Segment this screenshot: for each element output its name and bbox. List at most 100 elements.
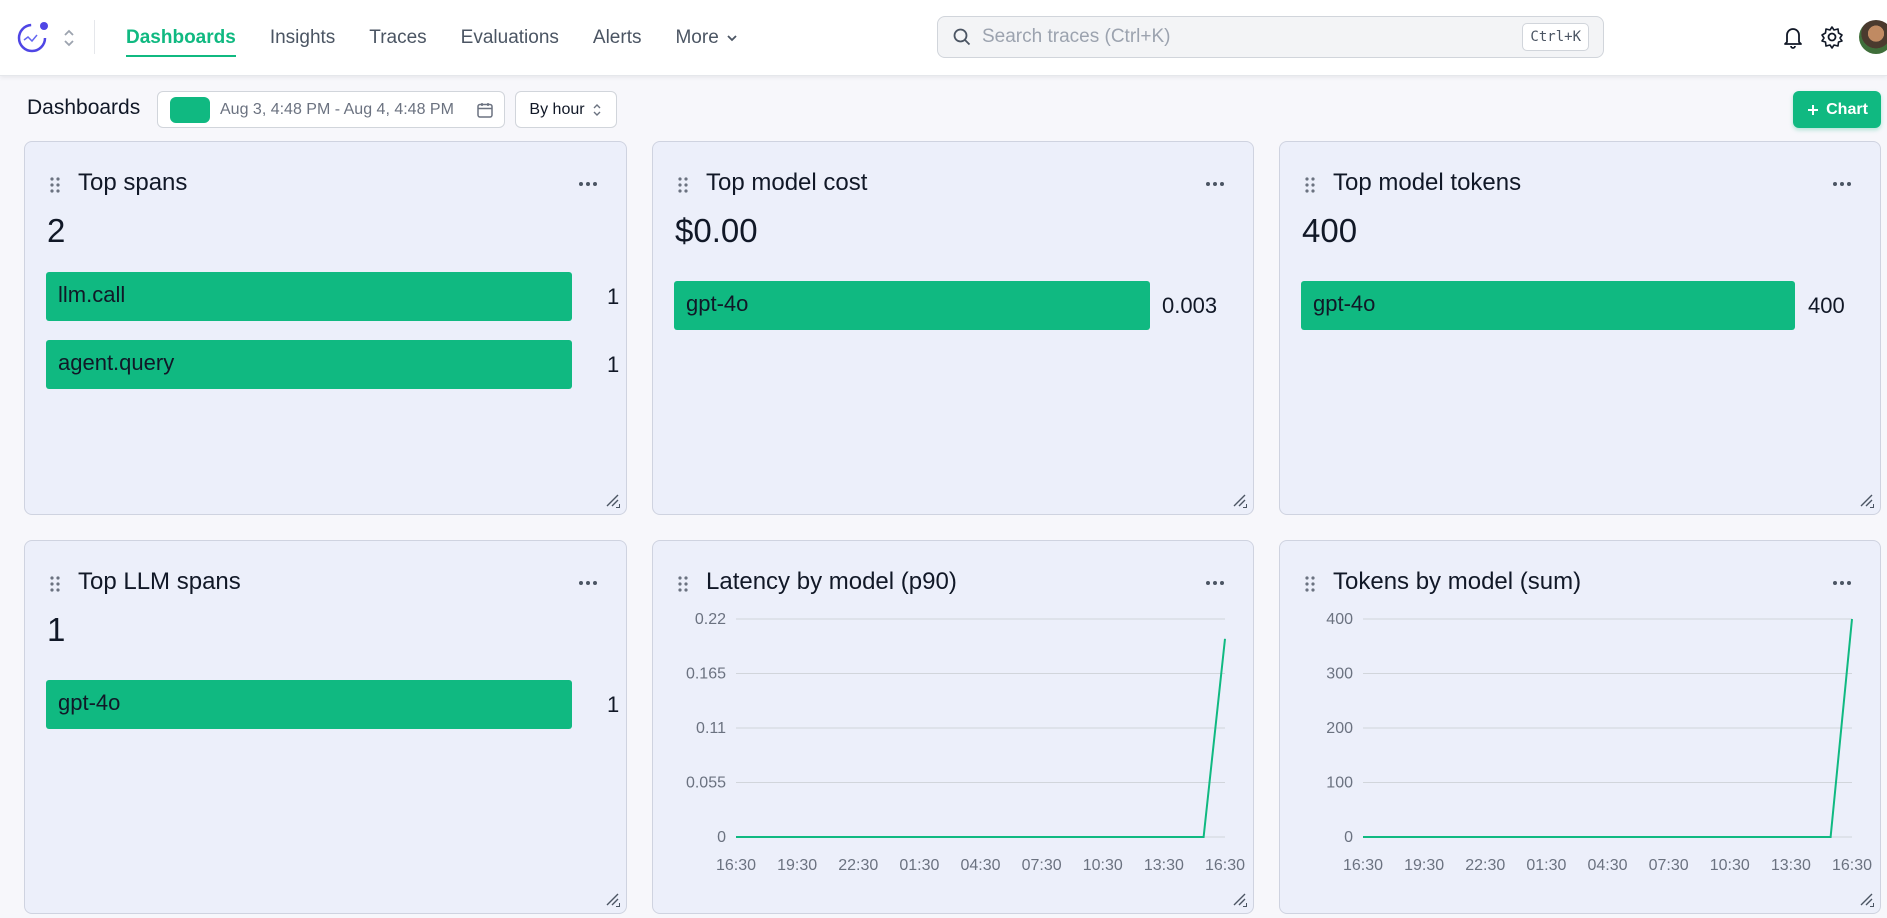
bar[interactable]: gpt-4o [674,281,1150,330]
card-top-model-tokens: Top model tokens 400 gpt-4o 400 [1279,141,1881,515]
x-tick-label: 16:30 [1832,857,1872,874]
card-top-spans: Top spans 2 llm.call 1 agent.query 1 [24,141,627,515]
bar-value: 1 [607,692,620,717]
shortcut-hint: Ctrl+K [1522,23,1589,51]
add-chart-button[interactable]: Chart [1793,91,1881,128]
bar[interactable]: agent.query [46,340,572,389]
bar-row: gpt-4o 400 [1301,281,1871,330]
y-tick-label: 0.22 [695,611,726,628]
bar[interactable]: gpt-4o [1301,281,1795,330]
bar-row: agent.query 1 [46,340,620,389]
nav-dashboards[interactable]: Dashboards [126,0,236,76]
calendar-icon [477,102,493,118]
plus-icon [1808,104,1819,115]
drag-handle-icon[interactable] [1304,575,1316,593]
nav-alerts[interactable]: Alerts [593,0,642,76]
y-tick-label: 300 [1326,666,1353,683]
x-tick-label: 04:30 [960,857,1000,874]
y-tick-label: 200 [1326,720,1353,737]
series-line [1363,618,1853,838]
more-options-icon[interactable] [1830,172,1854,196]
card-latency-by-model: Latency by model (p90) 0 0.055 0.11 0.165 0.… [652,540,1254,914]
x-tick-label: 16:30 [1343,857,1383,874]
top-navigation-bar: Dashboards Insights Traces Evaluations A… [0,0,1887,76]
y-tick-label: 0.11 [696,720,726,737]
x-tick-label: 01:30 [899,857,939,874]
nav-traces[interactable]: Traces [369,0,426,76]
nav-label: More [675,27,719,48]
bar[interactable]: llm.call [46,272,572,321]
x-tick-label: 13:30 [1771,857,1811,874]
x-tick-label: 10:30 [1083,857,1123,874]
gear-icon[interactable] [1819,24,1845,50]
nav-divider [94,20,95,54]
nav-more[interactable]: More [675,0,738,76]
resize-handle-icon[interactable] [1231,891,1247,907]
resize-handle-icon[interactable] [604,891,620,907]
card-total: 2 [47,212,66,249]
bar-row: llm.call 1 [46,272,620,321]
bar-value: 400 [1808,293,1845,318]
card-title: Top LLM spans [78,568,241,595]
nav-label: Alerts [592,27,642,48]
tokens-line-chart: 0 100 200 300 400 16:30 19:30 22:30 01:30 04:30 07… [1326,611,1872,874]
resize-handle-icon[interactable] [1231,492,1247,508]
resize-handle-icon[interactable] [1858,891,1874,907]
resize-handle-icon[interactable] [1858,492,1874,508]
bar-label: gpt-4o [58,690,121,715]
bar-label: llm.call [58,282,126,307]
more-options-icon[interactable] [576,571,600,595]
bar-label: agent.query [58,350,175,375]
card-tokens-by-model: Tokens by model (sum) 0 100 200 300 400 16:30… [1279,540,1881,914]
x-tick-label: 22:30 [838,857,878,874]
nav-evaluations[interactable]: Evaluations [461,0,559,76]
search-bar[interactable]: Ctrl+K [937,16,1604,58]
date-range-picker[interactable]: Aug 3, 4:48 PM - Aug 4, 4:48 PM [157,91,505,128]
chevron-down-icon [727,35,737,42]
x-tick-label: 19:30 [777,857,817,874]
latency-line-chart: 0 0.055 0.11 0.165 0.22 16:30 19:30 22:30 01:30 0… [686,611,1245,874]
more-options-icon[interactable] [1203,571,1227,595]
more-options-icon[interactable] [1830,571,1854,595]
search-icon [953,28,971,46]
search-input[interactable] [982,26,1523,48]
x-tick-label: 01:30 [1526,857,1566,874]
drag-handle-icon[interactable] [49,575,61,593]
bar-value: 0.003 [1162,293,1218,318]
bar-value: 1 [607,284,620,309]
user-avatar[interactable] [1859,20,1887,54]
bar-label: gpt-4o [686,291,749,316]
more-options-icon[interactable] [1203,172,1227,196]
x-tick-label: 16:30 [1205,857,1245,874]
y-tick-label: 0.055 [686,775,726,792]
granularity-select[interactable]: By hour [515,91,617,128]
page-title: Dashboards [27,96,141,119]
nav-insights[interactable]: Insights [270,0,335,76]
bar-row: gpt-4o 1 [46,680,620,729]
y-tick-label: 0 [1344,829,1353,846]
bar[interactable]: gpt-4o [46,680,572,729]
resize-handle-icon[interactable] [604,492,620,508]
x-tick-label: 10:30 [1710,857,1750,874]
granularity-label: By hour [529,100,585,118]
y-tick-label: 100 [1326,775,1353,792]
card-title: Top model cost [706,169,868,196]
more-options-icon[interactable] [576,172,600,196]
x-tick-label: 19:30 [1404,857,1444,874]
range-color-swatch [170,96,210,123]
bar-value: 1 [607,352,620,377]
bell-icon[interactable] [1780,24,1806,50]
chevron-up-down-icon [593,103,601,116]
drag-handle-icon[interactable] [677,176,689,194]
card-title: Top spans [78,169,188,196]
app-logo-icon[interactable] [16,20,50,54]
chevron-up-down-icon[interactable] [60,26,78,50]
add-chart-label: Chart [1826,100,1868,118]
drag-handle-icon[interactable] [1304,176,1316,194]
card-total: $0.00 [675,212,758,249]
date-range-text: Aug 3, 4:48 PM - Aug 4, 4:48 PM [220,100,454,118]
card-top-llm-spans: Top LLM spans 1 gpt-4o 1 [24,540,627,914]
nav-label: Evaluations [460,27,559,48]
drag-handle-icon[interactable] [49,176,61,194]
drag-handle-icon[interactable] [677,575,689,593]
